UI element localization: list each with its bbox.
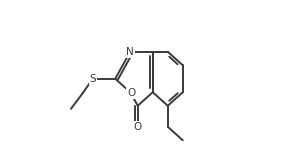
Text: O: O [134,122,142,132]
Text: N: N [126,47,134,57]
Text: S: S [90,74,96,84]
Text: O: O [127,88,135,98]
